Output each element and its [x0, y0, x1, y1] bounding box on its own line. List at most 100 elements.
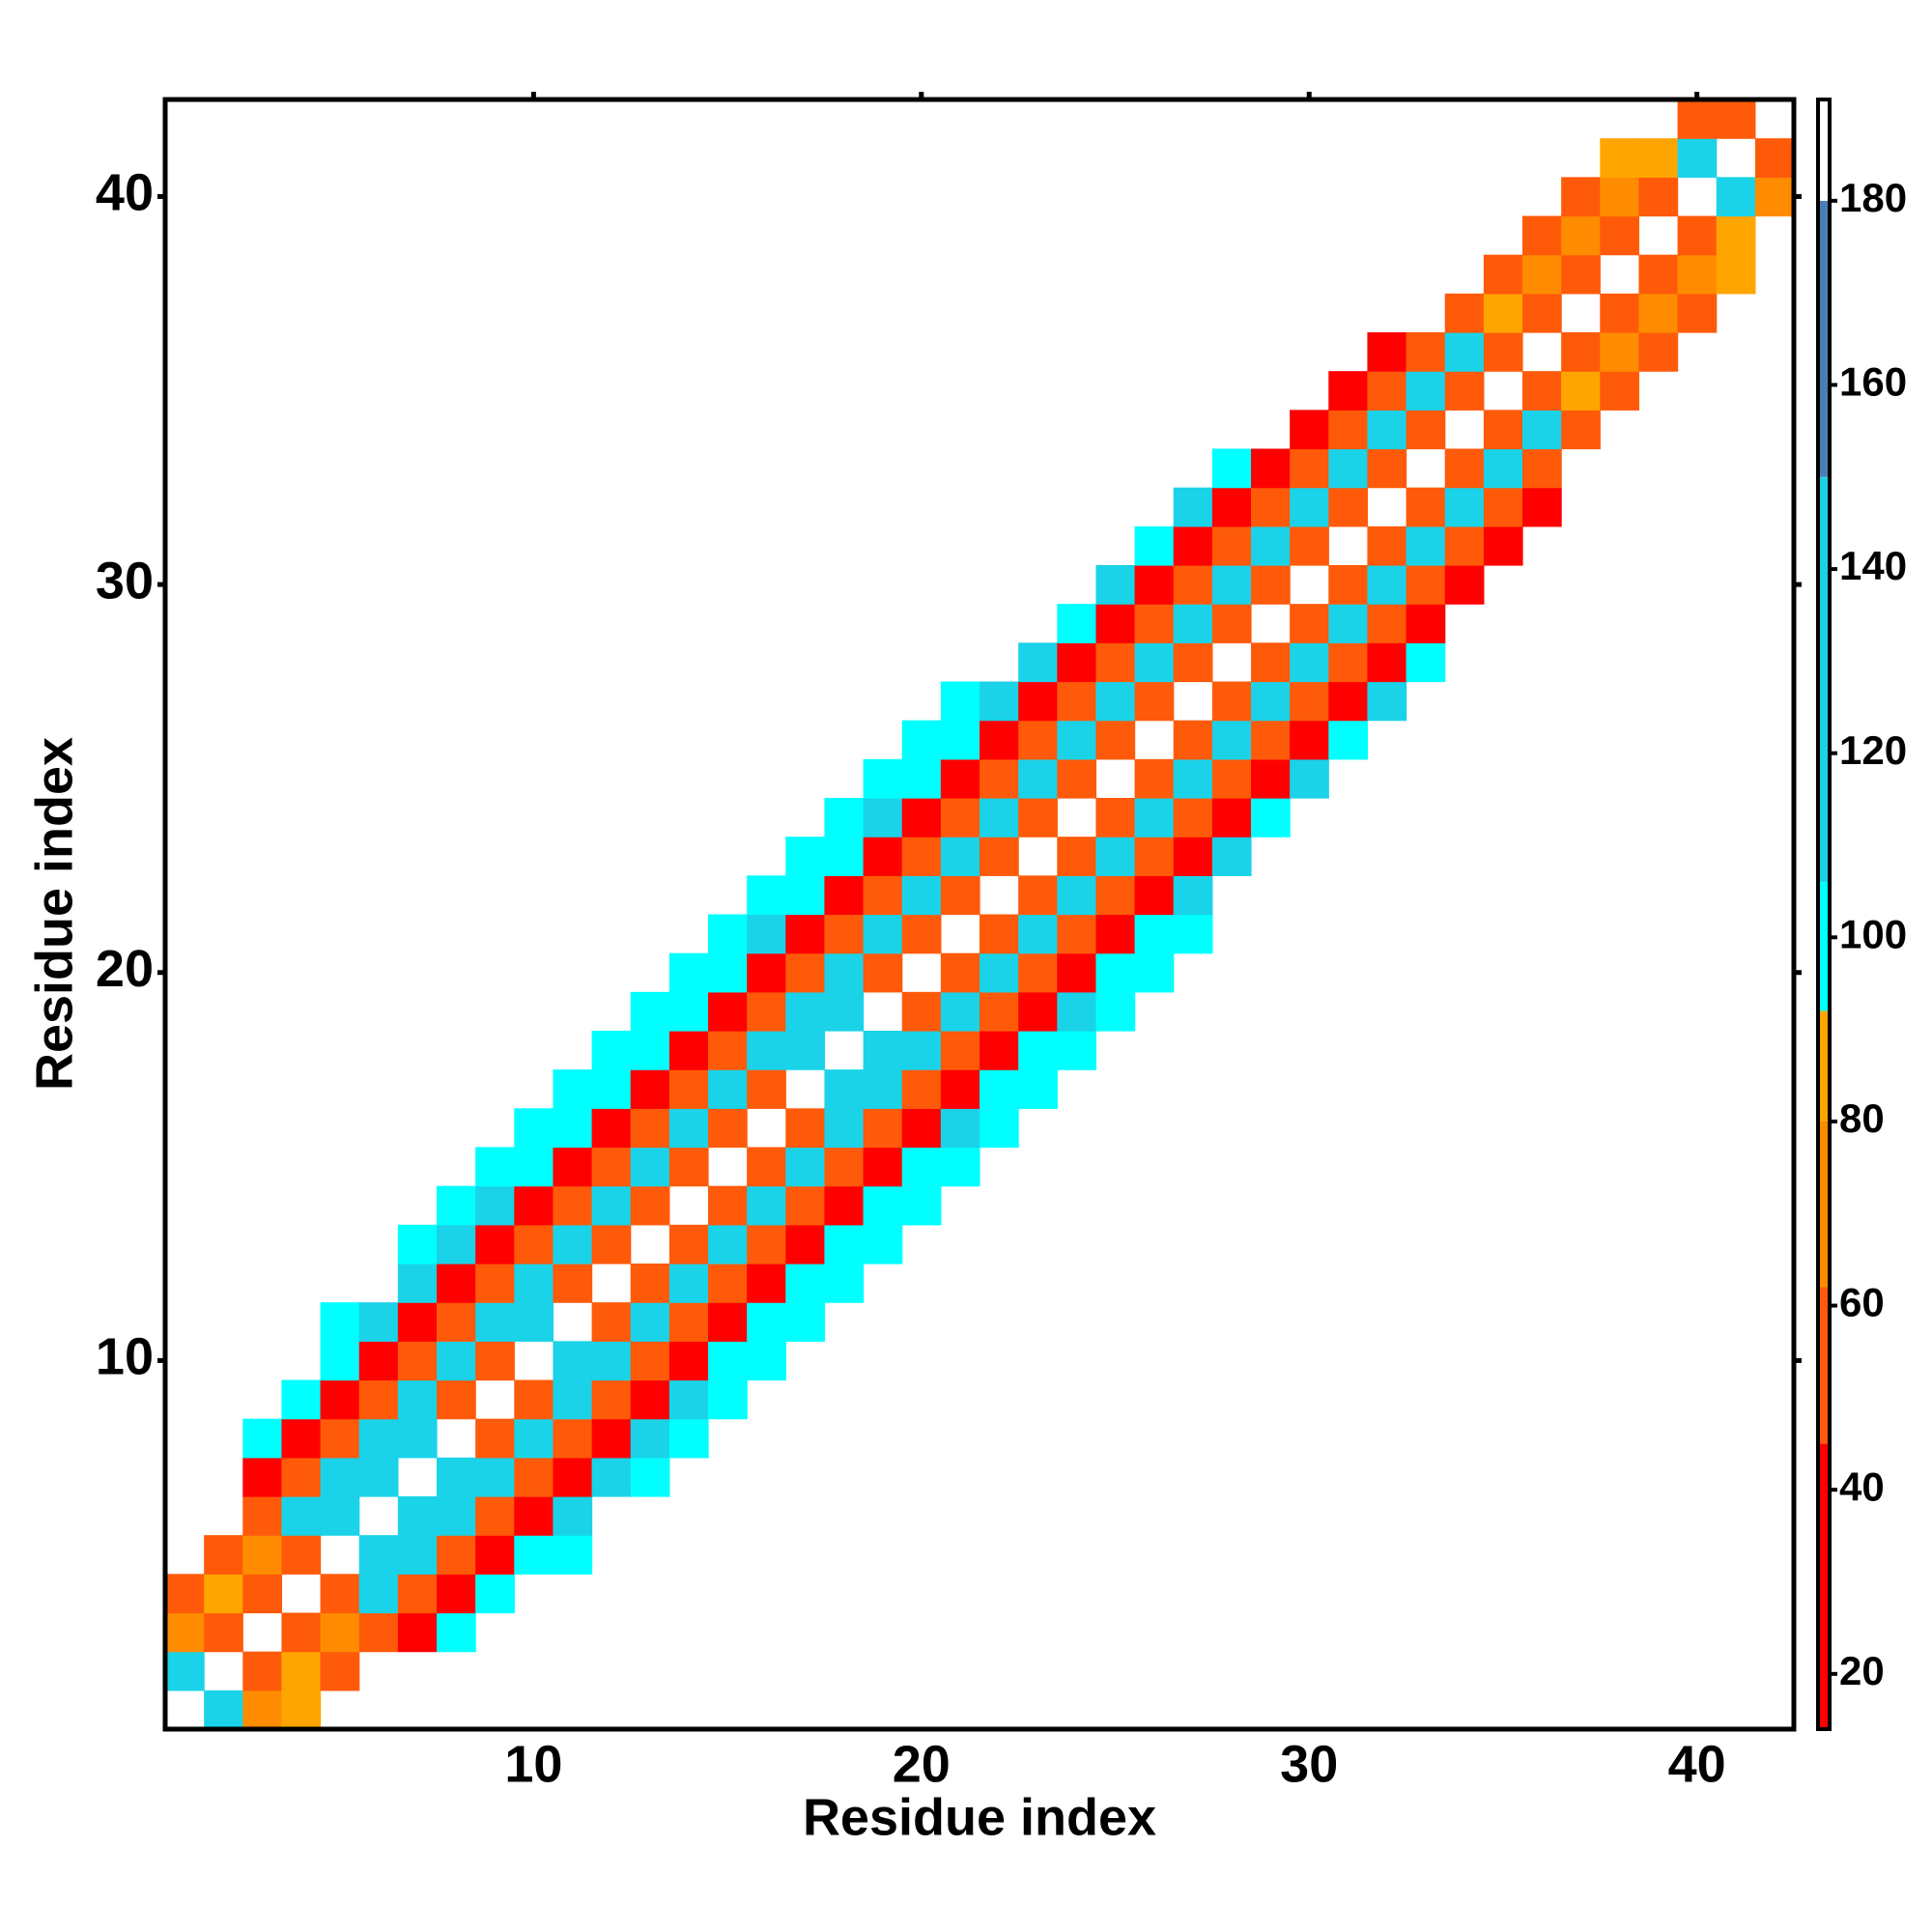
heatmap-cell: [1251, 720, 1291, 760]
heatmap-cell: [1367, 681, 1407, 722]
colorbar-tick-label: 140: [1839, 543, 1907, 588]
heatmap-cell: [708, 1108, 748, 1149]
heatmap-cell: [358, 1302, 399, 1342]
heatmap-cell: [358, 1612, 399, 1653]
heatmap-cell: [1290, 720, 1329, 760]
y-tick-label: 20: [96, 940, 154, 998]
heatmap-cell: [1367, 526, 1407, 566]
heatmap-cell: [1134, 875, 1175, 916]
heatmap-cell: [1173, 720, 1213, 760]
heatmap-cell: [1600, 138, 1640, 178]
heatmap-cell: [1367, 448, 1407, 489]
heatmap-cell: [1367, 371, 1407, 411]
heatmap-cell: [1367, 604, 1407, 643]
heatmap-cell: [1561, 332, 1601, 372]
heatmap-cell: [1406, 332, 1446, 372]
heatmap-cell: [1057, 837, 1097, 876]
heatmap-cell: [1367, 410, 1407, 450]
heatmap-cell: [980, 681, 1019, 722]
heatmap-cell: [824, 798, 865, 838]
heatmap-cell: [1716, 215, 1756, 256]
colorbar-tick-label: 40: [1839, 1463, 1885, 1509]
heatmap-cell: [1057, 1031, 1097, 1070]
heatmap-cell: [824, 991, 865, 1032]
heatmap-cell: [1251, 681, 1291, 722]
heatmap-cell: [980, 1108, 1019, 1149]
heatmap-cell: [940, 681, 980, 722]
heatmap-cell: [1173, 565, 1213, 605]
heatmap-cell: [397, 1535, 438, 1575]
heatmap-cell: [1677, 293, 1718, 333]
heatmap-cell: [553, 1457, 593, 1497]
heatmap-cell: [940, 1108, 980, 1149]
heatmap-cell: [475, 1264, 515, 1303]
heatmap-cell: [940, 720, 980, 760]
heatmap-cell: [437, 1457, 476, 1497]
heatmap-cell: [708, 1224, 748, 1264]
heatmap-cell: [1173, 914, 1213, 954]
heatmap-cell: [1173, 642, 1213, 683]
heatmap-cell: [940, 798, 980, 838]
heatmap-cell: [785, 1031, 826, 1070]
heatmap-cell: [1134, 798, 1175, 838]
heatmap-cell: [940, 1069, 980, 1109]
heatmap-cell: [475, 1302, 515, 1342]
heatmap-cell: [1018, 681, 1058, 722]
heatmap-cell: [1444, 371, 1485, 411]
heatmap-cell: [1173, 837, 1213, 876]
heatmap-cell: [1211, 526, 1252, 566]
heatmap-cell: [1600, 215, 1640, 256]
heatmap-cell: [320, 1302, 360, 1342]
heatmap-cell: [1522, 254, 1562, 295]
heatmap-cell: [785, 875, 826, 916]
x-axis-label: Residue index: [803, 1788, 1156, 1846]
heatmap-cell: [1522, 371, 1562, 411]
heatmap-cell: [1677, 99, 1718, 139]
heatmap-cell: [1483, 448, 1523, 489]
heatmap-cell: [514, 1496, 554, 1536]
heatmap-cell: [708, 1302, 748, 1342]
heatmap-cell: [1134, 952, 1175, 993]
heatmap-cell: [824, 1185, 865, 1226]
heatmap-cell: [901, 1069, 942, 1109]
heatmap-cell: [901, 837, 942, 876]
heatmap-cell: [553, 1224, 593, 1264]
heatmap-cell: [281, 1418, 322, 1459]
heatmap-cell: [320, 1457, 360, 1497]
heatmap-cell: [320, 1418, 360, 1459]
heatmap-cell: [242, 1690, 283, 1730]
heatmap-cell: [1290, 642, 1329, 683]
heatmap-cell: [514, 1302, 554, 1342]
heatmap-cell: [747, 914, 786, 954]
heatmap-cell: [242, 1574, 283, 1614]
heatmap-cell: [514, 1147, 554, 1187]
heatmap-cell: [785, 1108, 826, 1149]
heatmap-cell: [747, 1264, 786, 1303]
heatmap-cell: [747, 1302, 786, 1342]
heatmap-cell: [1018, 798, 1058, 838]
heatmap-cell: [591, 1108, 632, 1149]
heatmap-cell: [397, 1612, 438, 1653]
heatmap-cell: [437, 1264, 476, 1303]
heatmap-cell: [437, 1496, 476, 1536]
heatmap-cell: [1134, 758, 1175, 799]
heatmap-cell: [1211, 604, 1252, 643]
heatmap-cell: [824, 1069, 865, 1109]
heatmap-cell: [785, 1224, 826, 1264]
heatmap-cell: [980, 991, 1019, 1032]
heatmap-cell: [863, 1031, 903, 1070]
heatmap-cell: [1095, 642, 1136, 683]
heatmap-cell: [437, 1612, 476, 1653]
heatmap-cell: [1716, 99, 1756, 139]
heatmap-cell: [1134, 526, 1175, 566]
heatmap-cell: [358, 1341, 399, 1381]
heatmap-cell: [1095, 681, 1136, 722]
heatmap-cell: [1173, 798, 1213, 838]
heatmap-cell: [668, 952, 709, 993]
heatmap-cell: [708, 1031, 748, 1070]
heatmap-cell: [1677, 138, 1718, 178]
heatmap-cell: [204, 1574, 243, 1614]
heatmap-cell: [1600, 332, 1640, 372]
colorbar-bin: [1818, 476, 1830, 883]
heatmap-cell: [553, 1496, 593, 1536]
